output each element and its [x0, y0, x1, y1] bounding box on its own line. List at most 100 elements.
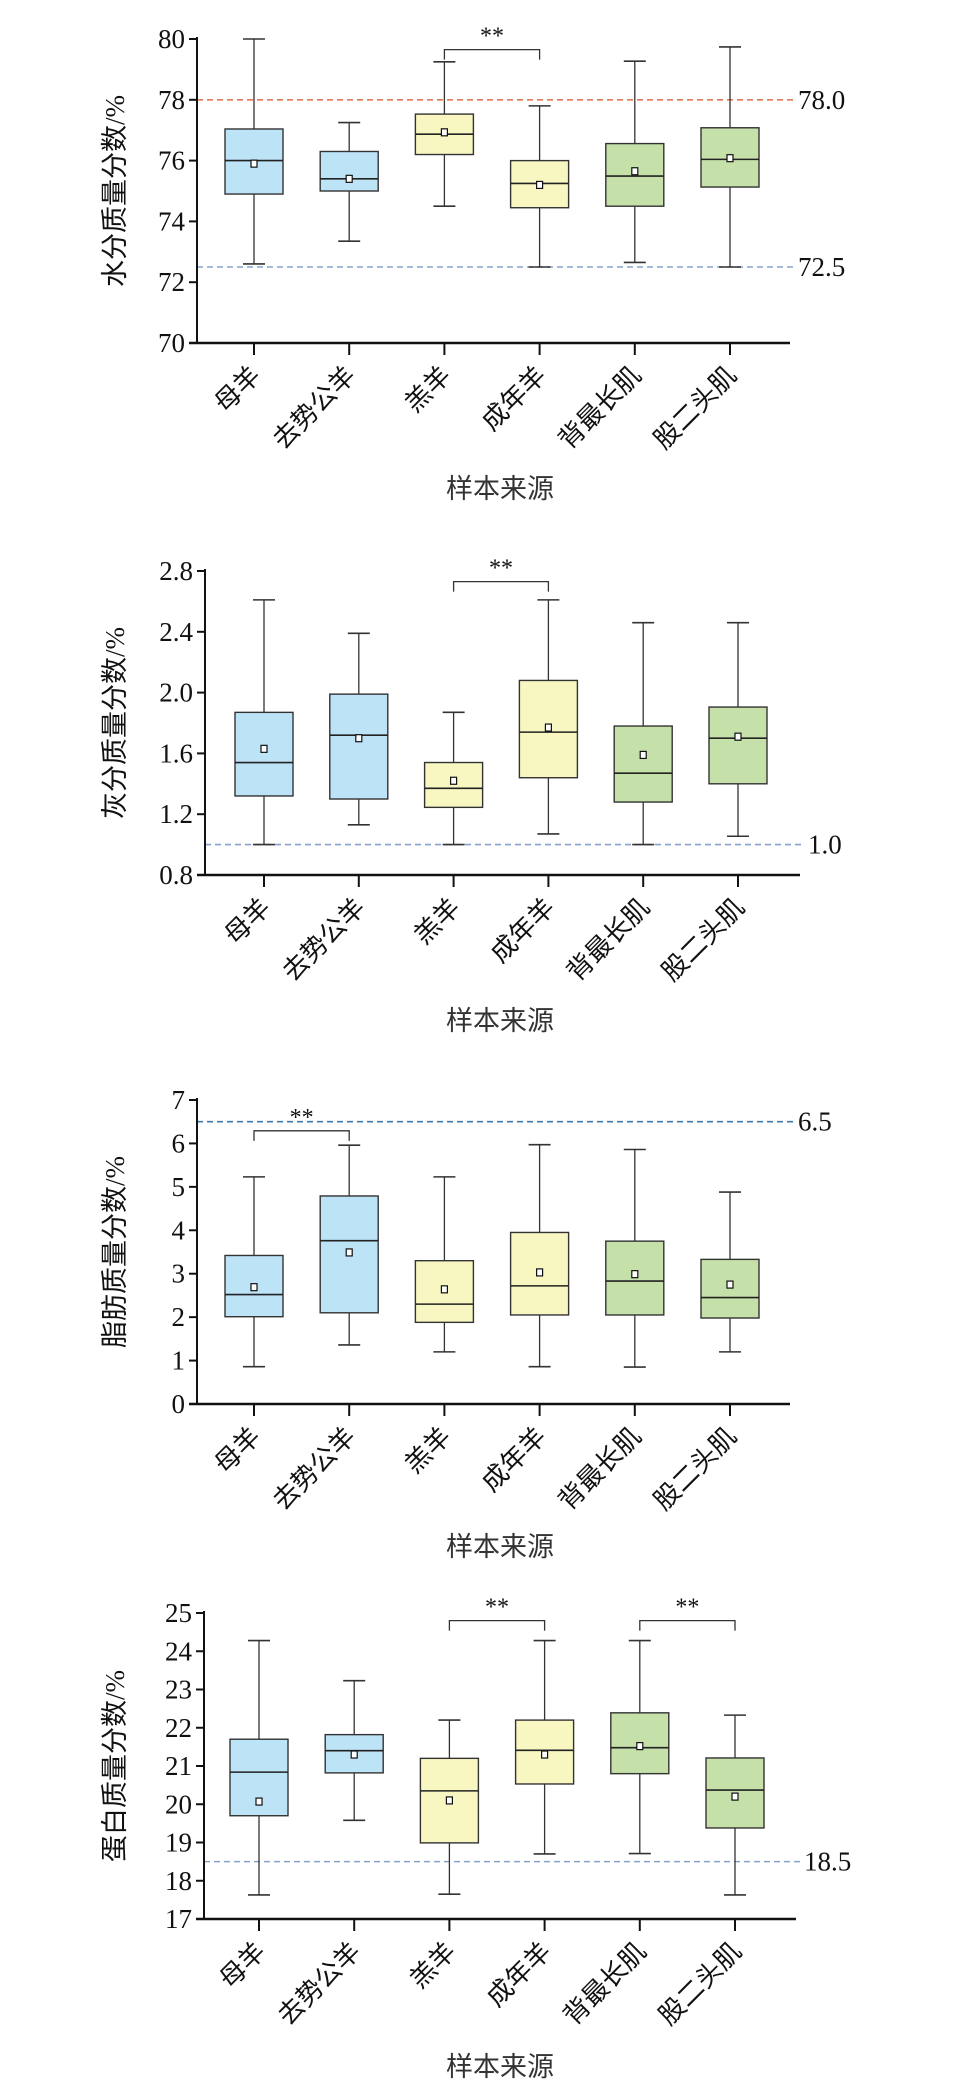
x-tick-label: 羔羊 [409, 893, 466, 950]
mean-marker [540, 1750, 549, 1759]
y-tick-label: 18 [165, 1866, 192, 1896]
box-母羊 [234, 599, 294, 846]
reference-line-label: 78.0 [798, 85, 845, 115]
box-成年羊 [509, 105, 570, 268]
mean-marker [250, 1283, 258, 1292]
box-成年羊 [509, 1143, 570, 1368]
y-tick-label: 24 [165, 1636, 193, 1666]
y-tick-label: 72 [158, 267, 185, 297]
x-axis-title: 样本来源 [446, 1532, 554, 1562]
box-母羊 [229, 1639, 289, 1896]
mean-marker [726, 1280, 734, 1289]
mean-marker [450, 776, 458, 785]
box-羔羊 [419, 1719, 480, 1895]
x-tick-label: 母羊 [209, 361, 266, 418]
mean-marker [535, 1268, 544, 1277]
box-股二头肌 [708, 621, 768, 838]
x-tick-label: 去势公羊 [267, 1422, 361, 1516]
x-tick-label: 母羊 [219, 893, 276, 950]
x-tick-label: 成年羊 [485, 893, 561, 969]
iqr-box [708, 706, 768, 785]
y-tick-label: 23 [165, 1675, 192, 1705]
y-tick-label: 7 [172, 1085, 186, 1115]
significance-bracket [253, 1130, 350, 1141]
box-股二头肌 [700, 46, 760, 268]
iqr-box [319, 1195, 379, 1314]
chart-panel-3: 6.5 ** 0 1 2 3 4 5 6 7 母羊 去势公羊 羔羊 成年羊 背最长肌 股二头肌 脂肪质量分数/%… [100, 1085, 832, 1562]
x-tick-label: 去势公羊 [277, 893, 371, 987]
x-tick-label: 母羊 [209, 1422, 266, 1479]
y-tick-label: 2.4 [159, 617, 193, 647]
x-tick-label: 股二头肌 [648, 361, 742, 455]
y-axis-title: 蛋白质量分数/% [100, 1670, 130, 1862]
mean-marker [260, 744, 268, 753]
iqr-box [605, 142, 665, 207]
chart-panel-1: 78.0 72.5 ** 70 72 74 76 78 80 母羊 去势公羊 羔羊 成年羊 背最长肌 股二头… [100, 24, 845, 504]
y-tick-label: 6 [172, 1128, 186, 1158]
y-tick-label: 2 [172, 1302, 186, 1332]
y-tick-label: 1 [172, 1346, 186, 1376]
box-成年羊 [518, 599, 579, 835]
y-tick-label: 74 [158, 206, 186, 236]
mean-marker [250, 159, 258, 168]
y-tick-label: 76 [158, 146, 185, 176]
x-tick-label: 母羊 [214, 1937, 271, 1994]
box-去势公羊 [324, 1679, 384, 1822]
mean-marker [535, 180, 544, 190]
reference-line-label: 18.5 [804, 1847, 851, 1877]
x-tick-label: 成年羊 [476, 1422, 552, 1498]
y-axis-title: 水分质量分数/% [100, 95, 130, 287]
mean-marker [350, 1750, 358, 1759]
x-axis-title: 样本来源 [446, 1006, 554, 1036]
mean-marker [355, 734, 363, 743]
x-tick-label: 去势公羊 [267, 361, 361, 455]
y-tick-label: 19 [165, 1828, 192, 1858]
mean-marker [544, 723, 553, 732]
mean-marker [639, 750, 647, 760]
significance-label: ** [480, 24, 504, 50]
y-tick-label: 70 [158, 328, 185, 358]
box-母羊 [224, 1176, 284, 1368]
mean-marker [445, 1796, 453, 1805]
x-tick-label: 股二头肌 [648, 1422, 742, 1516]
box-背最长肌 [613, 621, 673, 846]
y-tick-label: 3 [172, 1259, 186, 1289]
box-母羊 [224, 38, 284, 265]
x-axis-title: 样本来源 [446, 474, 554, 504]
x-tick-label: 成年羊 [476, 361, 552, 437]
chart-panel-2: 1.0 ** 0.8 1.2 1.6 2.0 2.4 2.8 母羊 去势公羊 羔羊 成年羊 背最长肌 股二… [100, 556, 842, 1036]
significance-bracket [448, 1620, 546, 1631]
y-tick-label: 1.2 [159, 799, 193, 829]
y-tick-label: 1.6 [159, 738, 193, 768]
iqr-box [613, 725, 673, 803]
box-背最长肌 [605, 60, 665, 264]
iqr-box [509, 1231, 570, 1316]
y-tick-label: 80 [158, 24, 185, 54]
iqr-box [423, 761, 484, 809]
mean-marker [731, 1792, 739, 1801]
significance-bracket [443, 48, 541, 60]
box-去势公羊 [319, 1144, 379, 1346]
y-axis-title: 脂肪质量分数/% [100, 1156, 130, 1348]
y-tick-label: 0.8 [159, 860, 193, 890]
mean-marker [631, 167, 639, 176]
mean-marker [440, 1285, 448, 1294]
x-tick-label: 羔羊 [399, 361, 456, 418]
iqr-box [329, 693, 389, 800]
y-tick-label: 25 [165, 1598, 192, 1628]
y-tick-label: 5 [172, 1172, 186, 1202]
x-tick-label: 背最长肌 [561, 893, 655, 987]
x-tick-label: 去势公羊 [272, 1937, 366, 2031]
mean-marker [734, 732, 742, 741]
reference-line-label: 6.5 [798, 1107, 832, 1137]
significance-bracket [452, 580, 550, 592]
significance-label: ** [489, 556, 513, 582]
y-tick-label: 0 [172, 1389, 186, 1419]
x-tick-label: 羔羊 [399, 1422, 456, 1479]
reference-line-label: 72.5 [798, 252, 845, 282]
significance-label: ** [675, 1595, 699, 1621]
iqr-box [414, 1259, 475, 1324]
y-tick-label: 17 [165, 1904, 192, 1934]
mean-marker [345, 1248, 353, 1257]
